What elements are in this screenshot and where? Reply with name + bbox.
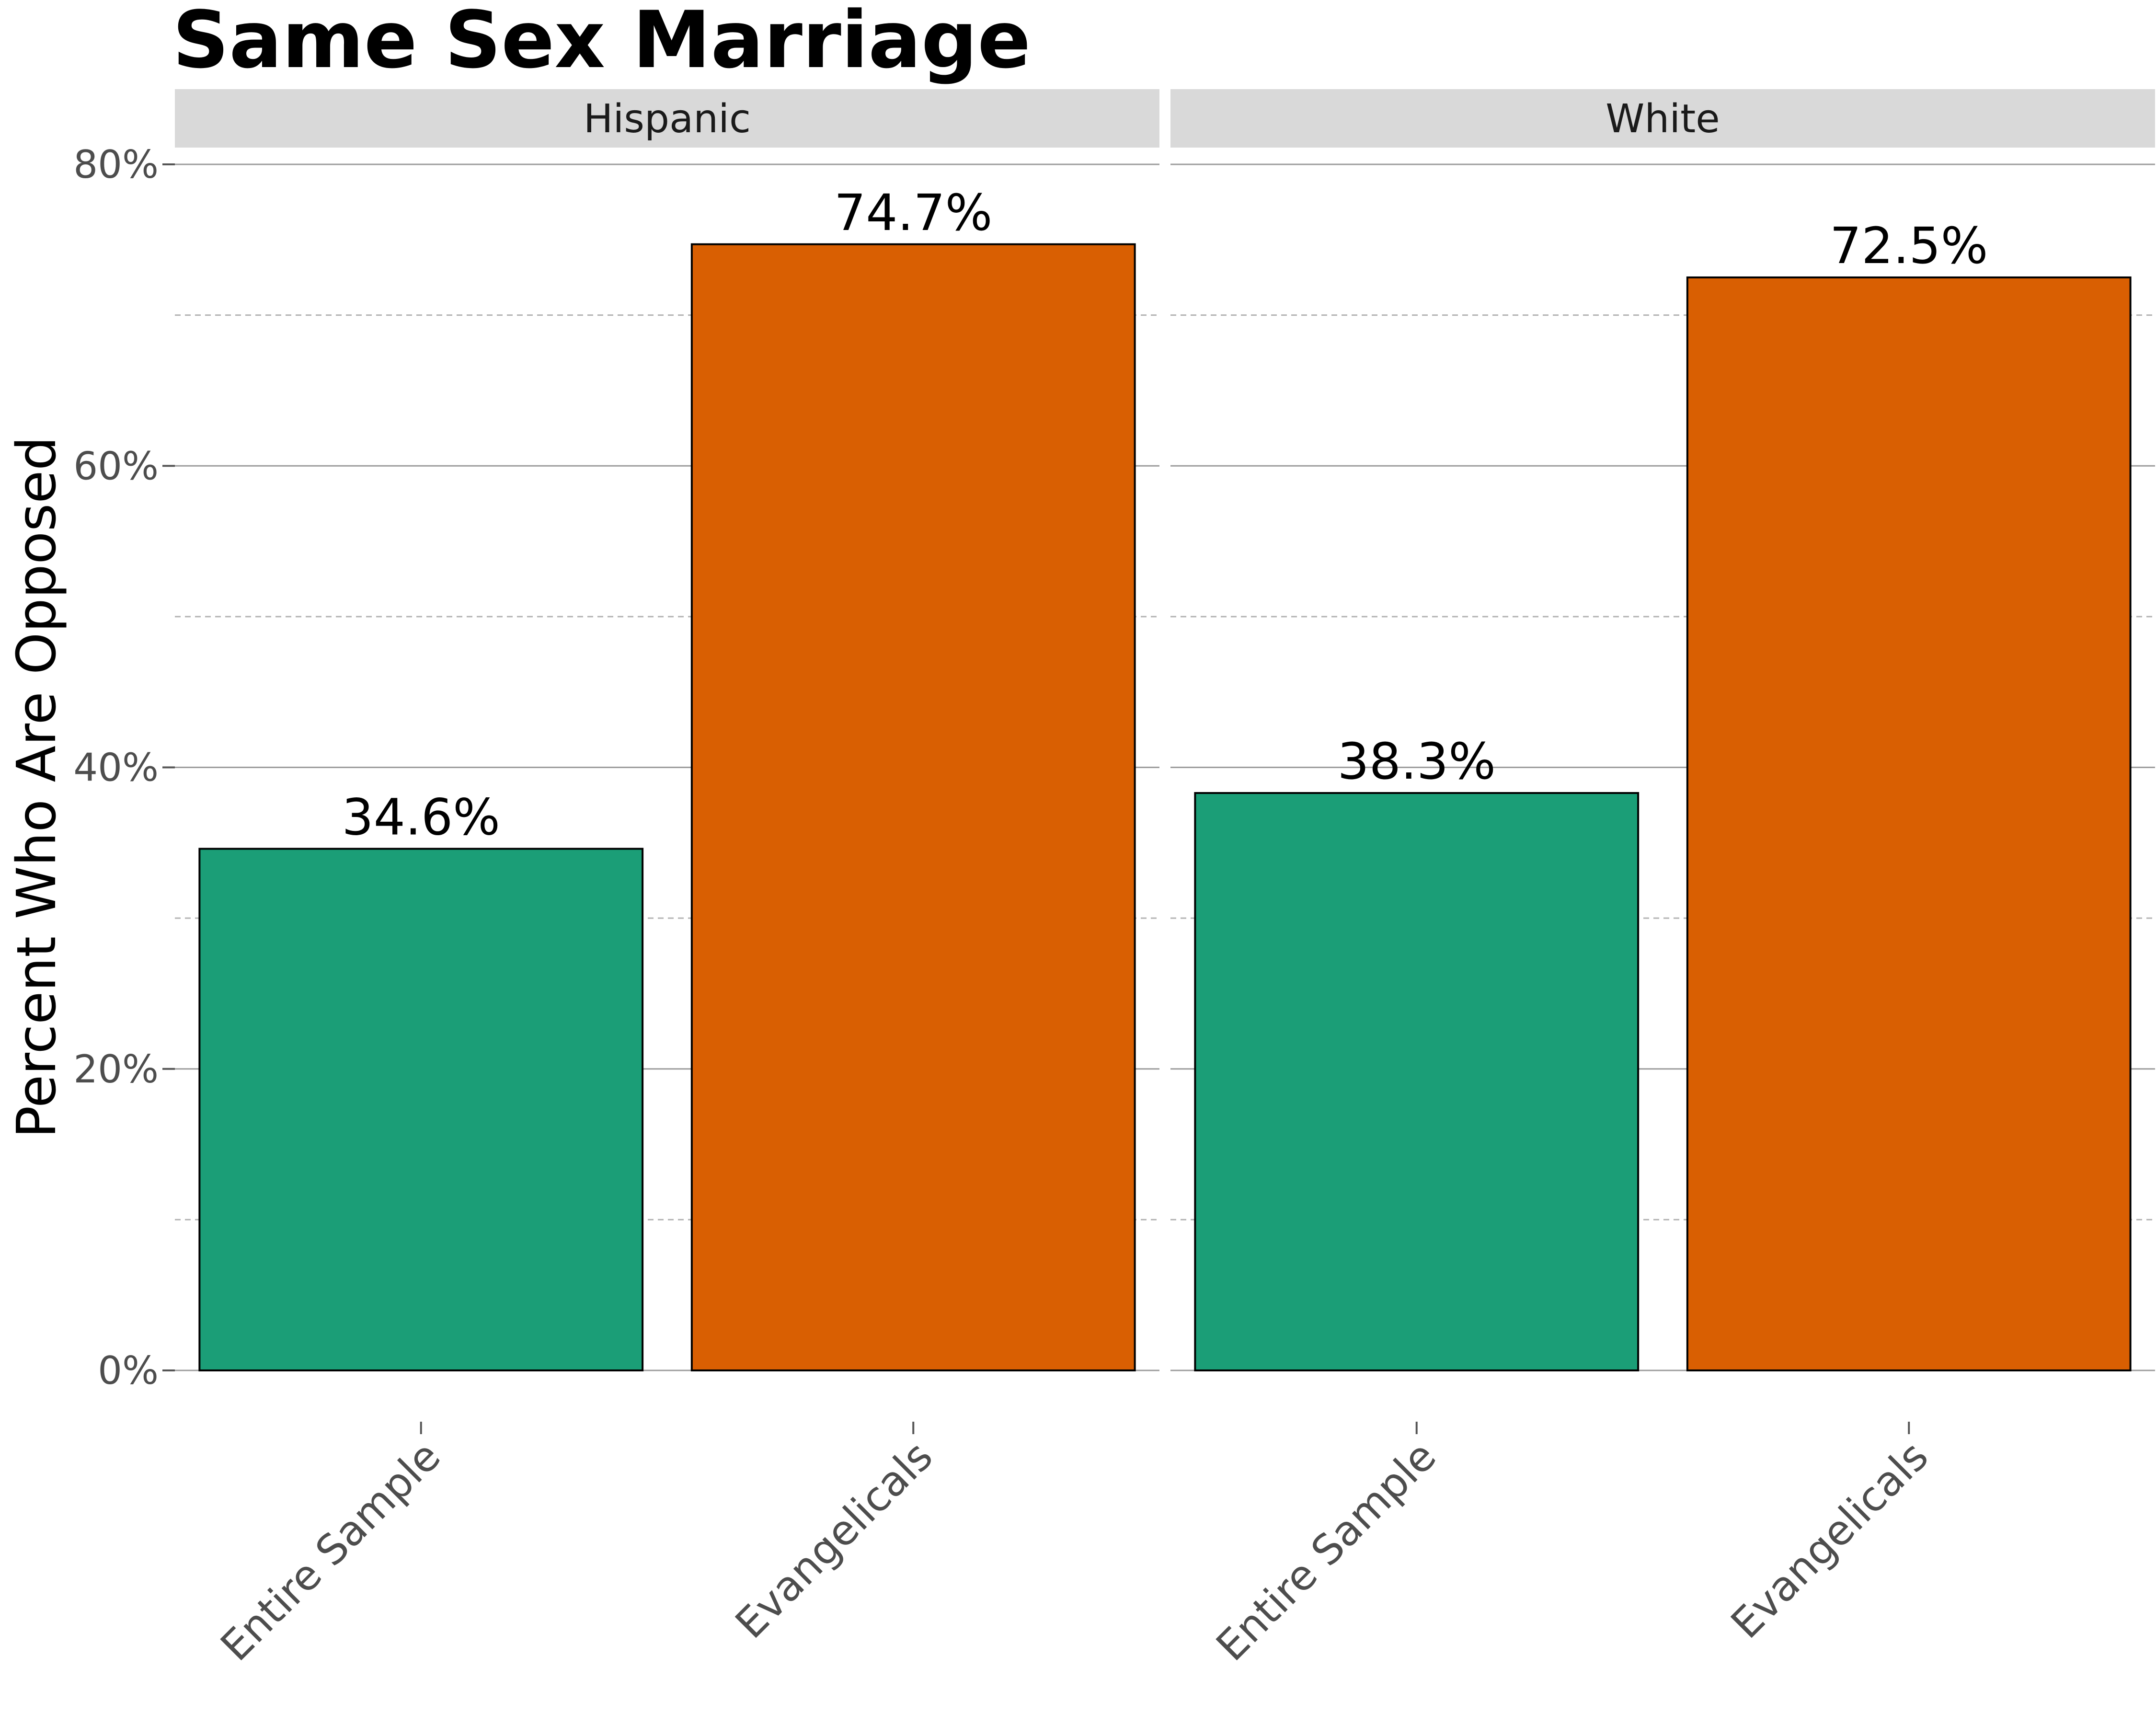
y-tick-label: 80% (73, 142, 159, 187)
facet-strip-hispanic (175, 89, 1159, 148)
x-tick-label: Evangelicals (726, 1432, 942, 1648)
bar-value-label: 72.5% (1830, 217, 1988, 275)
y-tick-label: 20% (73, 1047, 159, 1092)
bar-value-label: 74.7% (834, 184, 992, 242)
bar (1686, 276, 2132, 1371)
bar-value-label: 38.3% (1338, 732, 1496, 791)
bar-value-label: 34.6% (342, 788, 500, 846)
facet-strip-white (1170, 89, 2155, 148)
y-tick-label: 40% (73, 746, 159, 790)
bar (198, 848, 644, 1371)
x-tick-label: Entire Sample (1207, 1432, 1445, 1670)
bar (1194, 792, 1640, 1371)
bar (690, 243, 1136, 1372)
x-tick-label: Entire Sample (212, 1432, 450, 1670)
y-tick-label: 60% (73, 444, 159, 488)
chart-title: Same Sex Marriage (172, 0, 1031, 86)
y-tick-label: 0% (98, 1348, 159, 1393)
x-tick-label: Evangelicals (1722, 1432, 1938, 1648)
plot-area: Hispanic 34.6% Entire Sample 74.7% Evangelic… (73, 89, 2155, 1670)
facet-strip-label: Hispanic (584, 96, 751, 142)
y-axis-title: Percent Who Are Opposed (6, 437, 68, 1138)
facet-strip-label: White (1606, 96, 1720, 142)
